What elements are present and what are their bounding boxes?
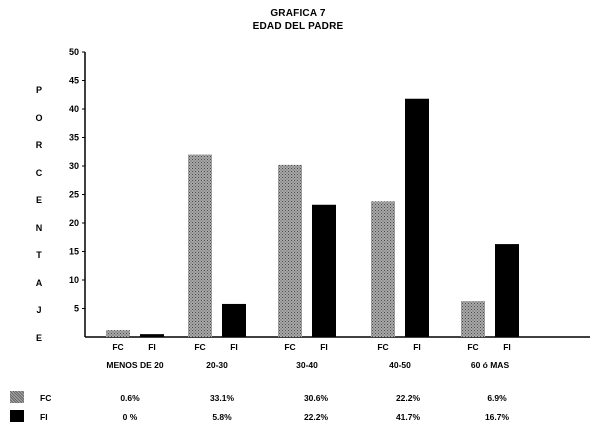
y-tick-label: 15 xyxy=(69,247,79,257)
y-tick-label: 45 xyxy=(69,76,79,86)
bar-series-label: FI xyxy=(320,342,328,352)
y-axis-letter: T xyxy=(36,250,42,260)
table-cell: 16.7% xyxy=(484,412,510,422)
y-axis-letter: A xyxy=(35,277,43,288)
fi-legend-swatch xyxy=(10,410,24,422)
bar-series-label: FC xyxy=(194,342,205,352)
table-cell: 22.2% xyxy=(303,412,329,422)
y-tick-label: 10 xyxy=(69,275,79,285)
category-labels: MENOS DE 20 20-30 30-40 40-50 60 ó MAS xyxy=(106,360,509,370)
category-label: 20-30 xyxy=(206,360,228,370)
table-cell: 22.2% xyxy=(395,393,421,403)
bar-fc xyxy=(371,201,395,337)
y-tick-label: 50 xyxy=(69,47,79,57)
bar-fi xyxy=(140,334,164,337)
y-tick-label: 35 xyxy=(69,133,79,143)
bar-series-label: FI xyxy=(503,342,511,352)
table-cell: 5.8% xyxy=(212,412,232,422)
chart-subtitle: EDAD DEL PADRE xyxy=(252,21,344,32)
table-cell: 0.6% xyxy=(120,393,140,403)
table-cell: 0 % xyxy=(122,412,138,422)
y-axis-letter: R xyxy=(35,140,43,150)
y-axis-letter: O xyxy=(35,112,43,123)
bar-fc xyxy=(461,301,485,337)
y-axis-letter: P xyxy=(35,85,42,95)
y-axis-letter: E xyxy=(35,332,42,343)
category-label: 60 ó MAS xyxy=(471,360,510,370)
y-axis-letter: C xyxy=(35,167,43,178)
bar-fc xyxy=(106,330,130,337)
fi-legend-label: FI xyxy=(40,412,48,422)
y-ticks: 5 10 15 20 25 30 35 40 45 50 xyxy=(69,47,85,314)
y-tick-label: 25 xyxy=(69,190,79,200)
bar-series-label: FC xyxy=(467,342,478,352)
bar-series-label: FC xyxy=(284,342,295,352)
bar-fi xyxy=(222,303,246,337)
category-label: 40-50 xyxy=(389,360,411,370)
y-axis-letter: E xyxy=(35,195,42,205)
fc-legend-label: FC xyxy=(40,393,52,403)
bars xyxy=(106,98,519,338)
bar-fc xyxy=(188,154,212,337)
bar-fi xyxy=(405,98,429,338)
fc-legend-swatch xyxy=(10,391,24,403)
bar-fi xyxy=(495,244,519,337)
bar-series-label: FI xyxy=(148,342,156,352)
table-cell: 6.9% xyxy=(487,393,507,403)
y-tick-label: 30 xyxy=(69,161,79,171)
category-label: MENOS DE 20 xyxy=(106,360,163,370)
y-tick-label: 40 xyxy=(69,104,79,114)
table-cell: 30.6% xyxy=(303,393,329,403)
bar-series-label: FI xyxy=(230,342,238,352)
y-axis-letter: J xyxy=(36,305,42,315)
bar-series-label: FC xyxy=(377,342,388,352)
table-cell: 41.7% xyxy=(395,412,421,422)
y-tick-label: 5 xyxy=(74,304,79,314)
table-cell: 33.1% xyxy=(209,393,235,403)
bar-fc xyxy=(278,164,302,337)
bar-series-label: FC xyxy=(112,342,123,352)
bar-labels: FC FI FC FI FC FI FC FI FC FI xyxy=(112,342,510,352)
chart-title: GRAFICA 7 xyxy=(270,8,326,19)
y-tick-label: 20 xyxy=(69,218,79,228)
y-axis-letter: N xyxy=(35,222,43,233)
bar-series-label: FI xyxy=(413,342,421,352)
category-label: 30-40 xyxy=(296,360,318,370)
bar-fi xyxy=(312,204,336,337)
